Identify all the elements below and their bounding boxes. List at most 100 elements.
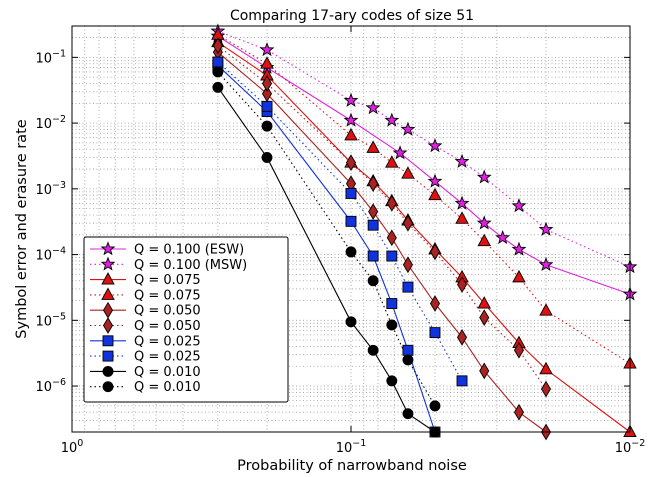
- legend-label-3: Q = 0.075: [134, 288, 201, 303]
- legend-marker-3: [101, 287, 115, 300]
- series-5-point-6: [429, 243, 441, 261]
- series-9-point-2: [345, 246, 357, 258]
- series-0-point-7: [495, 230, 511, 245]
- y-tick-label: 10−4: [35, 246, 66, 264]
- y-tick-label: 10−2: [35, 114, 66, 132]
- series-1-point-10: [538, 221, 554, 236]
- series-3-point-4: [385, 155, 399, 168]
- series-1-point-9: [511, 198, 527, 213]
- series-5-point-2: [345, 154, 357, 172]
- legend-label-4: Q = 0.050: [134, 304, 201, 319]
- series-1-point-1: [259, 42, 275, 57]
- series-7-point-7: [456, 375, 468, 387]
- legend-marker-2: [101, 272, 115, 285]
- series-8-point-2: [345, 316, 357, 328]
- series-4-point-9: [513, 403, 524, 421]
- series-1-point-8: [476, 169, 492, 184]
- series-line-3: [217, 34, 631, 365]
- series-4-point-3: [368, 203, 379, 221]
- series-8-point-3: [367, 344, 379, 356]
- series-7-point-5: [402, 281, 414, 293]
- legend-marker-5: [102, 317, 114, 334]
- series-0-point-5: [454, 195, 470, 210]
- series-1-point-3: [365, 100, 381, 115]
- series-3-point-1: [260, 56, 274, 69]
- legend-label-2: Q = 0.075: [134, 273, 201, 288]
- series-line-1: [217, 30, 631, 268]
- series-4-point-4: [386, 229, 397, 247]
- series-9-point-3: [367, 275, 379, 287]
- y-tick-label: 10−6: [35, 377, 66, 395]
- series-5-point-7: [457, 276, 468, 293]
- series-5-point-4: [386, 195, 397, 212]
- series-7-point-1: [261, 100, 273, 112]
- series-1-point-2: [343, 92, 359, 107]
- series-line-7: [217, 61, 463, 382]
- series-5-point-9: [513, 341, 524, 359]
- chart-title: Comparing 17-ary codes of size 51: [230, 8, 474, 24]
- series-7-point-2: [345, 188, 357, 199]
- series-3-point-3: [366, 140, 380, 153]
- series-7-point-0: [212, 56, 224, 68]
- series-8-point-4: [386, 375, 398, 387]
- series-6-point-3: [367, 250, 379, 262]
- legend-label-0: Q = 0.100 (ESW): [134, 243, 244, 258]
- series-9-point-4: [386, 319, 398, 331]
- series-1-point-7: [454, 153, 470, 168]
- y-axis-label: Symbol error and erasure rate: [14, 119, 30, 338]
- series-1-point-6: [427, 138, 443, 153]
- series-3-point-6: [428, 187, 442, 201]
- series-4-point-8: [479, 362, 490, 380]
- series-3-point-8: [477, 233, 491, 247]
- series-5-point-3: [368, 175, 379, 193]
- series-7-point-3: [367, 219, 379, 231]
- legend-label-6: Q = 0.025: [134, 334, 201, 349]
- series-0-point-2: [343, 112, 359, 127]
- series-4-point-5: [402, 256, 413, 274]
- series-9-point-1: [261, 120, 273, 132]
- series-1-point-5: [400, 121, 416, 136]
- legend-marker-1: [100, 256, 116, 271]
- series-5-point-5: [402, 214, 413, 232]
- series-6-point-5: [402, 344, 414, 356]
- legend-marker-0: [100, 241, 116, 256]
- series-4-point-6: [429, 295, 441, 312]
- series-3-point-5: [401, 166, 415, 179]
- y-tick-label: 10−5: [35, 311, 66, 329]
- legend-label-1: Q = 0.100 (MSW): [134, 258, 247, 273]
- legend-label-8: Q = 0.010: [134, 365, 201, 380]
- series-5-point-1: [261, 75, 273, 92]
- legend-marker-9: [102, 381, 114, 393]
- legend: Q = 0.100 (ESW)Q = 0.100 (MSW)Q = 0.075Q…: [83, 236, 289, 403]
- series-4-point-7: [457, 329, 468, 346]
- series-8-point-1: [261, 152, 273, 163]
- series-2-point-8: [477, 296, 491, 309]
- series-9-point-5: [402, 354, 414, 366]
- legend-marker-8: [102, 365, 114, 377]
- x-tick-label: 10−2: [615, 438, 646, 456]
- series-0-point-8: [511, 241, 527, 256]
- legend-marker-7: [102, 350, 114, 362]
- series-0-point-3: [392, 145, 408, 160]
- series-6-point-4: [386, 298, 398, 309]
- legend-marker-6: [102, 335, 114, 347]
- series-8-point-5: [402, 408, 414, 420]
- y-tick-label: 10−1: [35, 48, 66, 66]
- series-1-point-4: [384, 112, 400, 127]
- legend-label-5: Q = 0.050: [134, 319, 201, 334]
- series-0-point-6: [476, 215, 492, 230]
- series-8-point-0: [212, 81, 224, 93]
- series-6-point-2: [345, 215, 357, 227]
- y-tick-label: 10−3: [35, 180, 66, 198]
- x-axis-label: Probability of narrowband noise: [237, 458, 467, 474]
- legend-label-7: Q = 0.025: [134, 350, 201, 365]
- series-3-point-2: [344, 127, 358, 141]
- series-5-point-8: [479, 309, 490, 326]
- series-3-point-10: [539, 303, 553, 316]
- series-9-point-0: [212, 66, 224, 78]
- x-tick-label: 100: [61, 438, 84, 456]
- series-3-point-7: [455, 211, 469, 224]
- series-3-point-9: [512, 269, 526, 283]
- legend-label-9: Q = 0.010: [134, 380, 201, 395]
